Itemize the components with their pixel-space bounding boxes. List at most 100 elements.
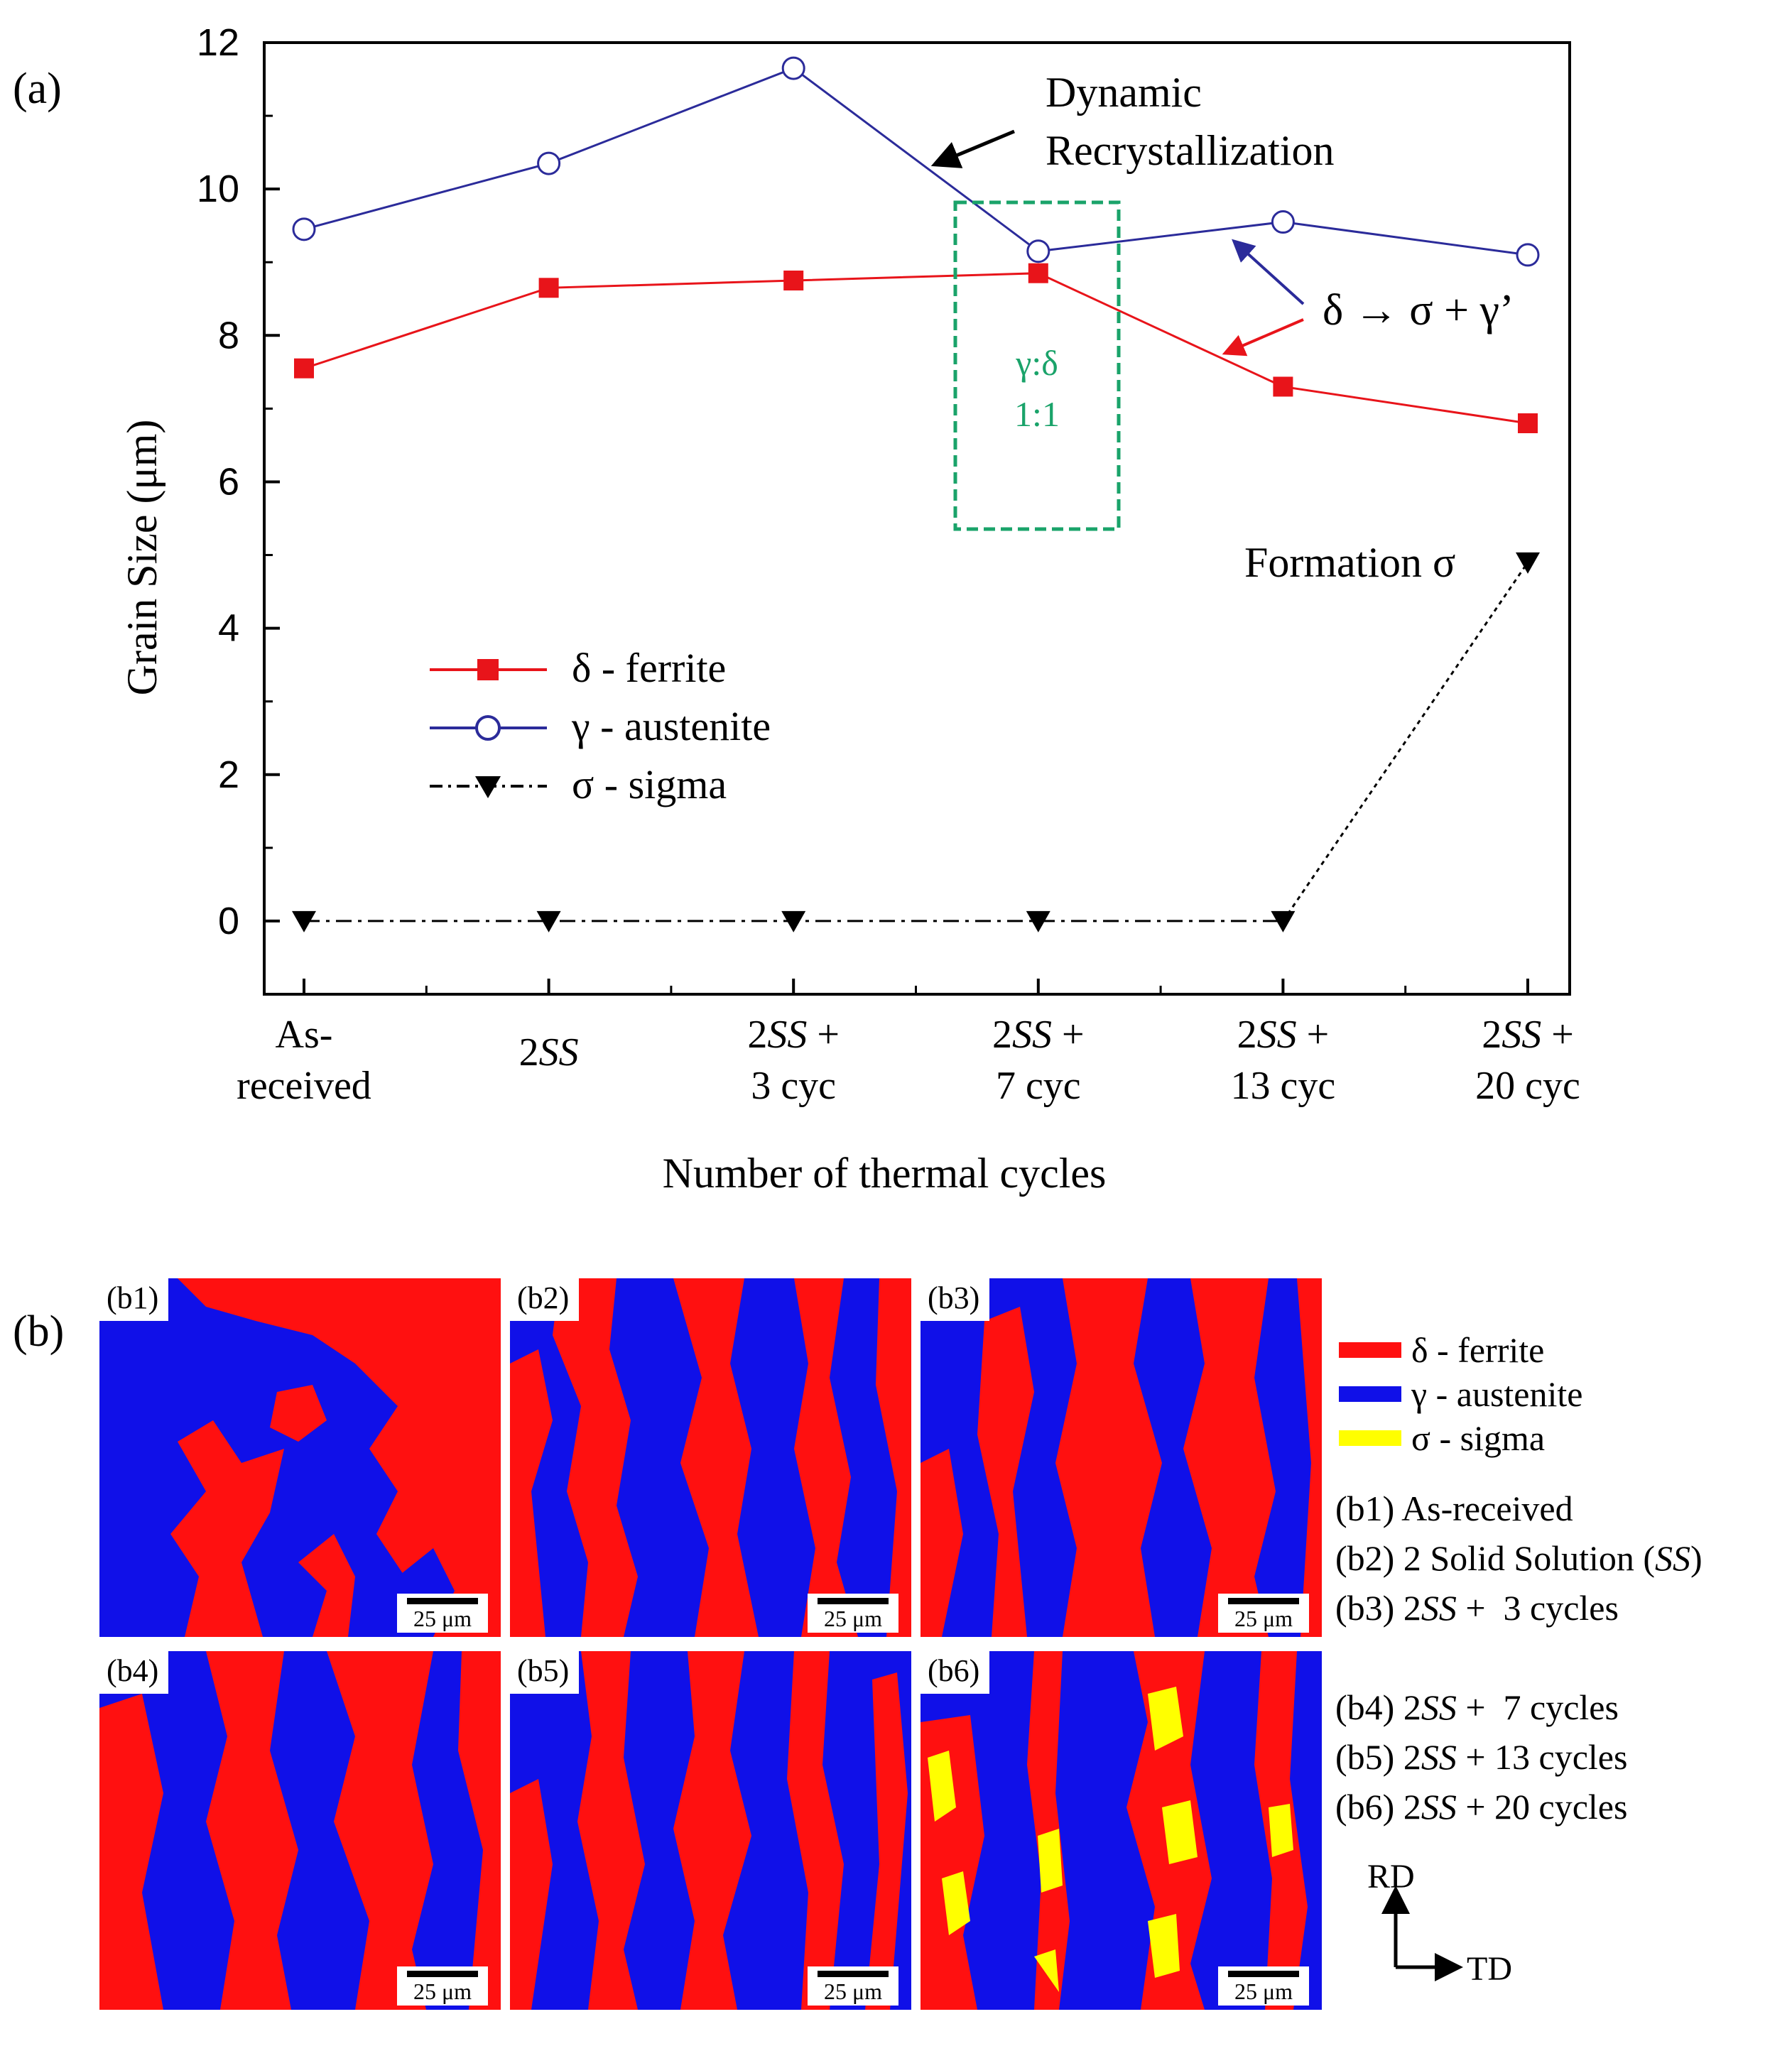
annotation-dynamic-line2: Recrystallization <box>1046 127 1335 174</box>
sigma-point <box>781 910 806 932</box>
map-label: (b4) <box>99 1651 169 1694</box>
ratio-box-line2: 1:1 <box>1014 394 1060 434</box>
ferrite-point <box>1028 263 1048 283</box>
scale-label: 25 μm <box>823 1606 883 1631</box>
phase-map-image <box>170 1278 501 1637</box>
sigma-point <box>1026 910 1050 932</box>
sigma-point <box>292 910 316 932</box>
y-tick-label: 2 <box>218 753 239 796</box>
phase-map-image <box>510 1651 908 2010</box>
condition-id: (b2) <box>1335 1538 1395 1578</box>
condition-id: (b3) <box>1335 1588 1395 1628</box>
austenite-point <box>292 217 316 241</box>
phase-map-b4: (b4) 25 μm <box>99 1651 501 2010</box>
condition-text: 2 <box>1403 1737 1421 1777</box>
condition-text: As-received <box>1401 1489 1573 1528</box>
scale-label: 25 μm <box>1234 1979 1293 2004</box>
condition-id: (b5) <box>1335 1737 1395 1777</box>
legend-row-ferrite: δ - ferrite <box>1339 1328 1582 1372</box>
chart-legend: δ - ferrite γ - austenite σ - sigma <box>430 645 771 807</box>
austenite-point <box>781 56 805 80</box>
series-line-austenite <box>303 67 1528 256</box>
phase-map-b3: (b3) 25 μm <box>921 1278 1322 1637</box>
legend-row-sigma: σ - sigma <box>1339 1416 1582 1460</box>
direction-indicator: RD TD <box>1367 1861 1512 1988</box>
y-axis-label: Grain Size (μm) <box>119 420 165 696</box>
phase-map-b6: (b6) 25 μm <box>921 1651 1322 2010</box>
austenite-point <box>537 151 561 175</box>
scale-label: 25 μm <box>1234 1606 1293 1631</box>
phase-map-image <box>921 1651 1308 2010</box>
legend-austenite-marker <box>475 715 501 741</box>
scale-bar: 25 μm <box>397 1594 488 1633</box>
condition-b4: (b4) 2SS + 7 cycles <box>1335 1687 1619 1728</box>
sigma-point <box>1516 552 1540 574</box>
ferrite-point <box>1273 376 1293 397</box>
legend-sigma-text: σ - sigma <box>1411 1418 1546 1458</box>
ferrite-swatch <box>1339 1342 1401 1358</box>
plot-frame <box>263 41 1571 996</box>
panel-a-label: (a) <box>13 65 62 113</box>
map-label: (b1) <box>99 1278 169 1321</box>
austenite-point <box>1516 243 1540 267</box>
map-label: (b6) <box>921 1651 990 1694</box>
phase-map-grid: (b1) 25 μm (b2) 25 μm (b3) 25 <box>99 1278 1322 2035</box>
austenite-point <box>1026 239 1050 263</box>
series-line-sigma-rise <box>1282 562 1529 922</box>
ferrite-point <box>294 358 314 379</box>
condition-text: 2 <box>1403 1687 1421 1727</box>
grain-size-chart: 0 2 4 6 8 10 12 As-received 2SS 2SS +3 cyc 2SS +7 … <box>119 21 1580 1197</box>
legend-austenite-label: γ - austenite <box>571 703 771 749</box>
scale-bar: 25 μm <box>1218 1594 1309 1633</box>
y-tick-label: 4 <box>218 607 239 650</box>
condition-b3: (b3) 2SS + 3 cycles <box>1335 1587 1619 1628</box>
condition-italic: SS <box>1421 1588 1457 1628</box>
scale-bar: 25 μm <box>808 1966 898 2006</box>
condition-suffix: + 20 cycles <box>1456 1787 1628 1827</box>
annotation-dynamic-line1: Dynamic <box>1046 69 1202 116</box>
map-label: (b2) <box>510 1278 580 1321</box>
x-tick-label: 2SS +20 cyc <box>1475 1013 1580 1108</box>
annotation-formation: Formation σ <box>1244 539 1455 586</box>
ratio-box <box>953 200 1121 531</box>
rd-label: RD <box>1367 1861 1415 1895</box>
austenite-point <box>1271 210 1295 234</box>
condition-italic: SS <box>1421 1687 1457 1727</box>
ferrite-point <box>538 278 559 298</box>
annotation-transformation: δ → σ + γ’ <box>1323 286 1514 334</box>
sigma-point <box>536 910 561 932</box>
blue-arrow <box>1232 239 1305 305</box>
condition-text: 2 <box>1403 1787 1421 1827</box>
condition-id: (b6) <box>1335 1787 1395 1827</box>
condition-suffix: + 7 cycles <box>1456 1687 1619 1727</box>
y-tick-label: 0 <box>218 900 239 942</box>
y-tick-label: 8 <box>218 314 239 357</box>
condition-italic: SS <box>1655 1538 1691 1578</box>
condition-italic: SS <box>1421 1787 1457 1827</box>
scale-bar: 25 μm <box>808 1594 898 1633</box>
condition-suffix: + 13 cycles <box>1456 1737 1628 1777</box>
series-line-ferrite <box>303 272 1528 425</box>
map-label: (b3) <box>921 1278 990 1321</box>
legend-ferrite-text: δ - ferrite <box>1411 1330 1545 1370</box>
scale-bar: 25 μm <box>1218 1966 1309 2006</box>
condition-b6: (b6) 2SS + 20 cycles <box>1335 1786 1627 1827</box>
y-tick-label: 10 <box>197 168 239 210</box>
condition-b5: (b5) 2SS + 13 cycles <box>1335 1736 1627 1778</box>
x-tick-label: As-received <box>237 1013 371 1108</box>
dynamic-arrow <box>930 129 1015 168</box>
x-axis-label: Number of thermal cycles <box>663 1150 1107 1197</box>
legend-austenite-text: γ - austenite <box>1411 1374 1583 1414</box>
condition-id: (b1) <box>1335 1489 1395 1528</box>
sigma-point <box>1271 910 1296 932</box>
scale-bar: 25 μm <box>397 1966 488 2006</box>
condition-suffix: ) <box>1690 1538 1703 1578</box>
phase-map-image <box>510 1278 911 1637</box>
ferrite-point <box>1518 413 1538 433</box>
condition-text: 2 Solid Solution ( <box>1403 1538 1656 1578</box>
x-tick-label: 2SS +3 cyc <box>747 1013 840 1108</box>
phase-map-b2: (b2) 25 μm <box>510 1278 911 1637</box>
x-tick-label: 2SS +13 cyc <box>1231 1013 1336 1108</box>
td-label: TD <box>1467 1950 1512 1988</box>
scale-label: 25 μm <box>823 1979 883 2004</box>
